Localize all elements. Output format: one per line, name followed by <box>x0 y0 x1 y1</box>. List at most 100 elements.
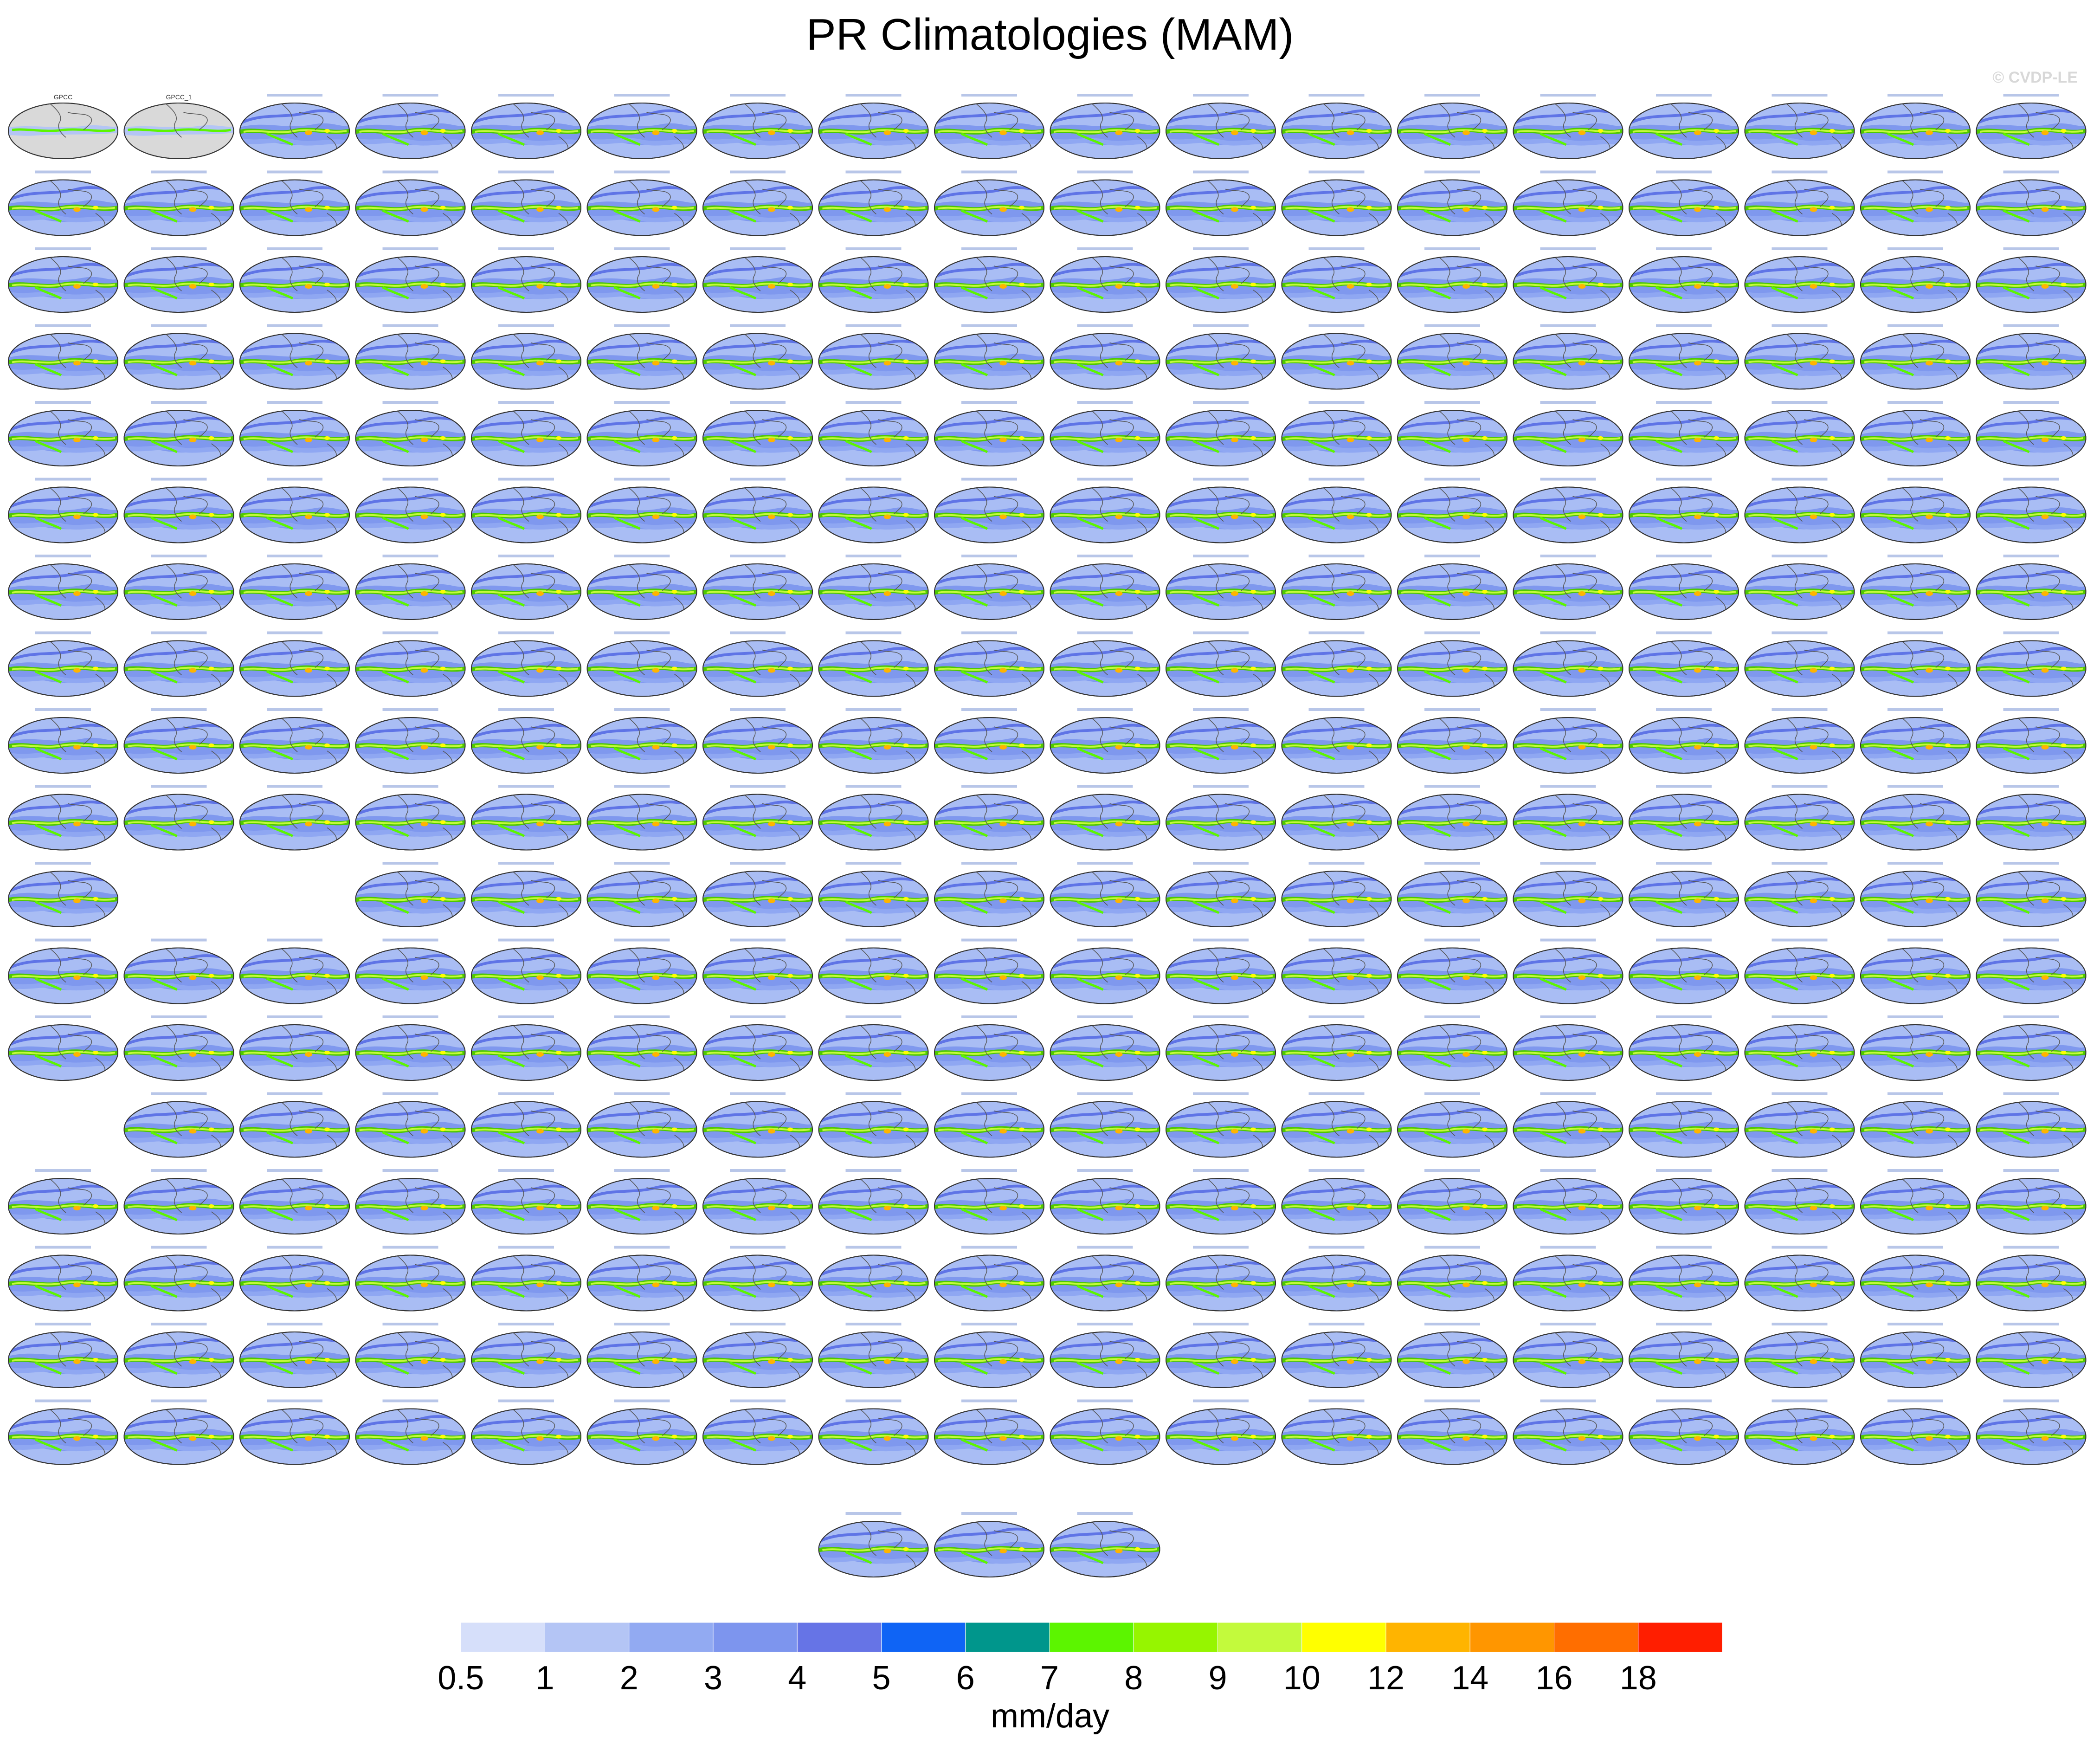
map-panel <box>819 1323 928 1388</box>
map-panel <box>1398 401 1507 466</box>
panel-title: GPCC <box>54 93 72 101</box>
map-panel <box>1629 247 1739 312</box>
panel-title-mark <box>1887 1399 1943 1402</box>
map-panel <box>124 708 234 773</box>
panel-title-mark <box>845 1015 902 1018</box>
panel-title-mark <box>1771 1169 1828 1172</box>
panel-title-mark <box>35 1015 91 1018</box>
map-panel <box>587 324 697 389</box>
panel-title-mark <box>35 324 91 327</box>
panel-title-mark <box>35 1323 91 1325</box>
panel-title-mark <box>1540 938 1596 942</box>
panel-title-mark <box>2003 1323 2059 1325</box>
map-panel <box>356 785 465 850</box>
panel-title-mark <box>614 170 670 174</box>
map-panel <box>1050 862 1160 927</box>
map-panel <box>703 708 812 773</box>
map-panel <box>1050 785 1160 850</box>
panel-title-mark <box>1771 247 1828 250</box>
panel-title-mark <box>730 938 786 942</box>
panel-title-mark <box>1887 247 1943 250</box>
panel-title-mark <box>1771 478 1828 481</box>
map-panel <box>934 1323 1044 1388</box>
panel-title-mark <box>1077 1399 1133 1402</box>
map-panel <box>471 324 581 389</box>
panel-title-mark <box>1424 1092 1480 1095</box>
map-panel <box>934 1246 1044 1311</box>
map-panel <box>1398 1169 1507 1234</box>
map-panel <box>240 555 349 620</box>
panel-title-mark <box>1887 1015 1943 1018</box>
map-panel <box>471 1015 581 1080</box>
panel-title-mark <box>382 94 438 97</box>
map-panel <box>1861 708 1970 773</box>
map-panel <box>819 1169 928 1234</box>
map-panel <box>1398 324 1507 389</box>
panel-title-mark <box>1540 324 1596 327</box>
map-panel <box>1398 478 1507 543</box>
chart-title: PR Climatologies (MAM) <box>806 10 1294 59</box>
panel-title-mark <box>1308 708 1365 711</box>
panel-title-mark <box>961 247 1017 250</box>
map-panel <box>587 401 697 466</box>
panel-title-mark <box>1887 1246 1943 1249</box>
map-panel <box>240 1092 349 1157</box>
panel-title-mark <box>1308 170 1365 174</box>
map-panel <box>1629 478 1739 543</box>
panel-title-mark <box>35 708 91 711</box>
map-panel <box>124 1323 234 1388</box>
map-panel <box>471 785 581 850</box>
panel-title-mark <box>1656 401 1712 404</box>
panel-title-mark <box>1540 1246 1596 1249</box>
map-panel <box>1977 938 2086 1004</box>
map-panel <box>8 1399 118 1465</box>
map-panel <box>1977 1323 2086 1388</box>
panel-title-mark <box>845 708 902 711</box>
map-panel <box>587 1399 697 1465</box>
panel-title-mark <box>1308 324 1365 327</box>
panel-title-mark <box>1424 401 1480 404</box>
map-panel <box>587 555 697 620</box>
panel-title-mark <box>382 324 438 327</box>
panel-title-mark <box>1308 785 1365 788</box>
map-panel <box>703 1246 812 1311</box>
panel-title-mark <box>2003 478 2059 481</box>
panel-title-mark <box>961 1169 1017 1172</box>
map-panel <box>1282 1169 1391 1234</box>
map-panel <box>124 938 234 1004</box>
panel-title-mark <box>1540 785 1596 788</box>
panel-title-mark <box>730 555 786 557</box>
panel-title-mark <box>730 1092 786 1095</box>
map-panel <box>1050 1246 1160 1311</box>
panel-title-mark <box>1656 708 1712 711</box>
panel-title-mark <box>382 1092 438 1095</box>
map-panel <box>1745 938 1855 1004</box>
panel-title-mark <box>267 1246 322 1249</box>
panel-title-mark <box>1771 555 1828 557</box>
map-panel <box>1398 862 1507 927</box>
panel-title-mark <box>1771 1399 1828 1402</box>
map-panel <box>8 862 118 927</box>
map-panel <box>1514 1246 1623 1311</box>
map-panel <box>1166 401 1275 466</box>
panel-title-mark <box>382 1015 438 1018</box>
map-panel <box>1861 170 1970 236</box>
panel-title-mark <box>730 1015 786 1018</box>
map-panel <box>471 1169 581 1234</box>
map-panel <box>1629 1246 1739 1311</box>
panel-title-mark <box>2003 324 2059 327</box>
panel-title-mark <box>498 1246 554 1249</box>
map-panel <box>703 555 812 620</box>
panel-title-mark <box>2003 94 2059 97</box>
map-panel <box>1514 1015 1623 1080</box>
panel-title-mark <box>267 631 322 634</box>
map-panel <box>1282 938 1391 1004</box>
map-panel <box>1745 478 1855 543</box>
map-panel <box>1861 1169 1970 1234</box>
map-panel <box>356 1246 465 1311</box>
map-panel <box>240 478 349 543</box>
panel-title-mark <box>151 938 207 942</box>
panel-title-mark <box>845 1246 902 1249</box>
panel-title-mark <box>382 1246 438 1249</box>
map-panel <box>1398 170 1507 236</box>
